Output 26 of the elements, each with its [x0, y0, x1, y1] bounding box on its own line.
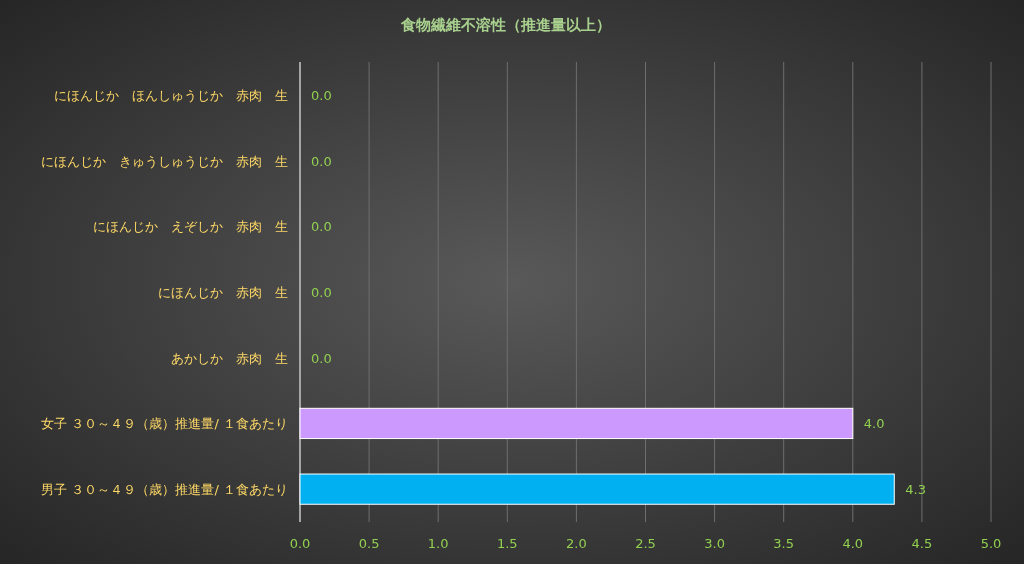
x-tick-label: 3.5: [773, 536, 795, 551]
y-tick-label: にほんじか えぞしか 赤肉 生: [93, 219, 288, 235]
chart-title: 食物繊維不溶性（推進量以上）: [399, 16, 611, 34]
data-label: 4.3: [905, 482, 926, 498]
data-label: 0.0: [311, 87, 332, 103]
y-tick-label: にほんじか きゅうしゅうじか 赤肉 生: [41, 153, 288, 169]
x-tick-label: 5.0: [980, 536, 1002, 551]
x-tick-label: 0.0: [289, 536, 311, 551]
x-tick-label: 1.5: [496, 536, 518, 551]
data-label: 0.0: [311, 219, 332, 235]
data-label: 4.0: [863, 416, 885, 432]
x-tick-label: 4.5: [911, 536, 933, 551]
x-tick-label: 1.0: [427, 536, 449, 551]
y-tick-label: 女子 ３０～４９（歳）推進量/ １食あたり: [41, 416, 288, 432]
y-tick-label: にほんじか 赤肉 生: [158, 285, 288, 300]
data-label: 0.0: [311, 350, 332, 366]
x-tick-label: 2.5: [635, 536, 656, 551]
x-tick-label: 3.0: [704, 536, 725, 551]
y-tick-label: あかしか 赤肉 生: [171, 350, 288, 366]
y-tick-label: にほんじか ほんしゅうじか 赤肉 生: [54, 87, 288, 103]
y-tick-label: 男子 ３０～４９（歳）推進量/ １食あたり: [41, 482, 288, 498]
x-tick-label: 4.0: [842, 536, 864, 551]
data-label: 0.0: [311, 153, 332, 169]
x-tick-label: 2.0: [566, 536, 587, 551]
data-label: 0.0: [311, 285, 332, 300]
x-tick-label: 0.5: [358, 536, 380, 551]
